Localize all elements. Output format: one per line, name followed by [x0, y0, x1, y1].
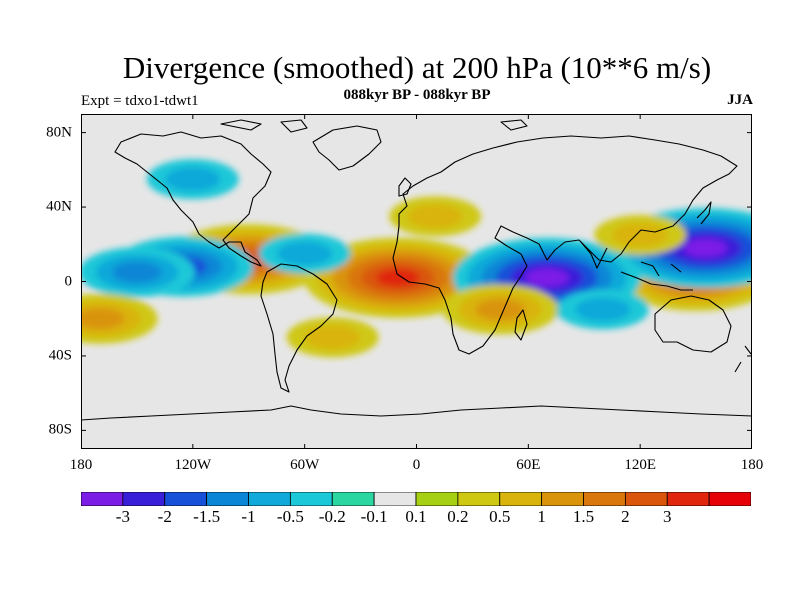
- colorbar-swatch: [541, 492, 584, 506]
- lon-label: 60W: [290, 457, 320, 473]
- coastlines: [81, 119, 752, 421]
- colorbar-label: 1: [537, 507, 546, 526]
- divergence-contour: [525, 268, 569, 288]
- divergence-contour: [575, 297, 631, 322]
- colorbar-label: 1.5: [572, 507, 595, 526]
- divergence-contour: [81, 308, 125, 330]
- lat-label: 40S: [48, 347, 72, 364]
- divergence-contour: [407, 204, 463, 229]
- colorbar: [81, 492, 751, 506]
- colorbar-swatch: [81, 492, 124, 506]
- colorbar-swatch: [666, 492, 710, 506]
- experiment-label: Expt = tdxo1-tdwt1: [81, 93, 199, 109]
- lat-label: 40N: [46, 198, 72, 215]
- coastline-south-america: [260, 263, 338, 393]
- colorbar-swatch: [289, 492, 333, 506]
- coastline-north-america: [114, 131, 272, 267]
- axis-ticks: [81, 114, 752, 449]
- colorbar-label: -1.5: [193, 507, 221, 526]
- lat-label: 80N: [46, 124, 72, 141]
- coastline-madagascar: [514, 309, 528, 341]
- coastline-greenland: [312, 125, 382, 171]
- colorbar-swatch: [373, 492, 417, 506]
- colorbar-swatch: [331, 492, 375, 506]
- lon-label: 120W: [174, 457, 212, 473]
- colorbar-label: -3: [115, 507, 130, 526]
- coastline-indonesia: [620, 261, 693, 291]
- colorbar-label: 3: [663, 507, 672, 526]
- coastline-new-zealand: [734, 345, 752, 373]
- colorbar-swatch: [499, 492, 543, 506]
- coastline-arctic-islands: [220, 119, 528, 133]
- divergence-contour: [376, 268, 420, 288]
- colorbar-swatch: [624, 492, 668, 506]
- chart-subtitle: 088kyr BP - 088kyr BP: [343, 87, 491, 103]
- chart-title: Divergence (smoothed) at 200 hPa (10**6 …: [122, 50, 712, 85]
- coastline-eurasia-africa: [392, 135, 738, 355]
- colorbar-label: 0.2: [447, 507, 469, 526]
- lon-label: 180: [69, 457, 93, 473]
- coastline-australia: [654, 295, 732, 353]
- divergence-contour: [277, 241, 333, 266]
- colorbar-swatch: [248, 492, 291, 506]
- colorbar-label: -0.5: [276, 507, 304, 526]
- colorbar-swatch: [457, 492, 501, 506]
- lat-label: 0: [64, 273, 73, 289]
- colorbar-label: -0.2: [318, 507, 346, 526]
- colorbar-swatch: [708, 492, 751, 506]
- lon-label: 120E: [624, 457, 656, 473]
- divergence-contour: [612, 222, 668, 247]
- divergence-contour: [683, 238, 728, 258]
- lon-label: 180: [740, 457, 764, 473]
- colorbar-swatch: [583, 492, 626, 506]
- coastline-uk: [398, 177, 412, 197]
- divergence-contour: [305, 325, 361, 350]
- colorbar-swatch: [122, 492, 166, 506]
- season-label: JJA: [727, 92, 753, 108]
- colorbar-label: 0.5: [489, 507, 511, 526]
- lat-label: 80S: [48, 421, 72, 438]
- colorbar-label: 0.1: [405, 507, 427, 526]
- map-panel: [81, 114, 752, 449]
- colorbar-label: 2: [621, 507, 630, 526]
- divergence-contour: [475, 298, 526, 321]
- coastline-japan: [696, 201, 712, 225]
- colorbar-label: -1: [241, 507, 256, 526]
- divergence-contour: [165, 167, 221, 192]
- colorbar-swatch: [206, 492, 249, 506]
- lon-label: 0: [412, 457, 421, 473]
- divergence-map: [81, 114, 752, 449]
- coastline-antarctica: [81, 405, 752, 421]
- divergence-contour: [112, 261, 162, 283]
- coastline-india: [580, 241, 608, 269]
- colorbar-swatch: [164, 492, 208, 506]
- colorbar-label: -0.1: [360, 507, 388, 526]
- colorbar-swatch: [415, 492, 459, 506]
- colorbar-label: -2: [157, 507, 172, 526]
- lon-label: 60E: [516, 457, 541, 473]
